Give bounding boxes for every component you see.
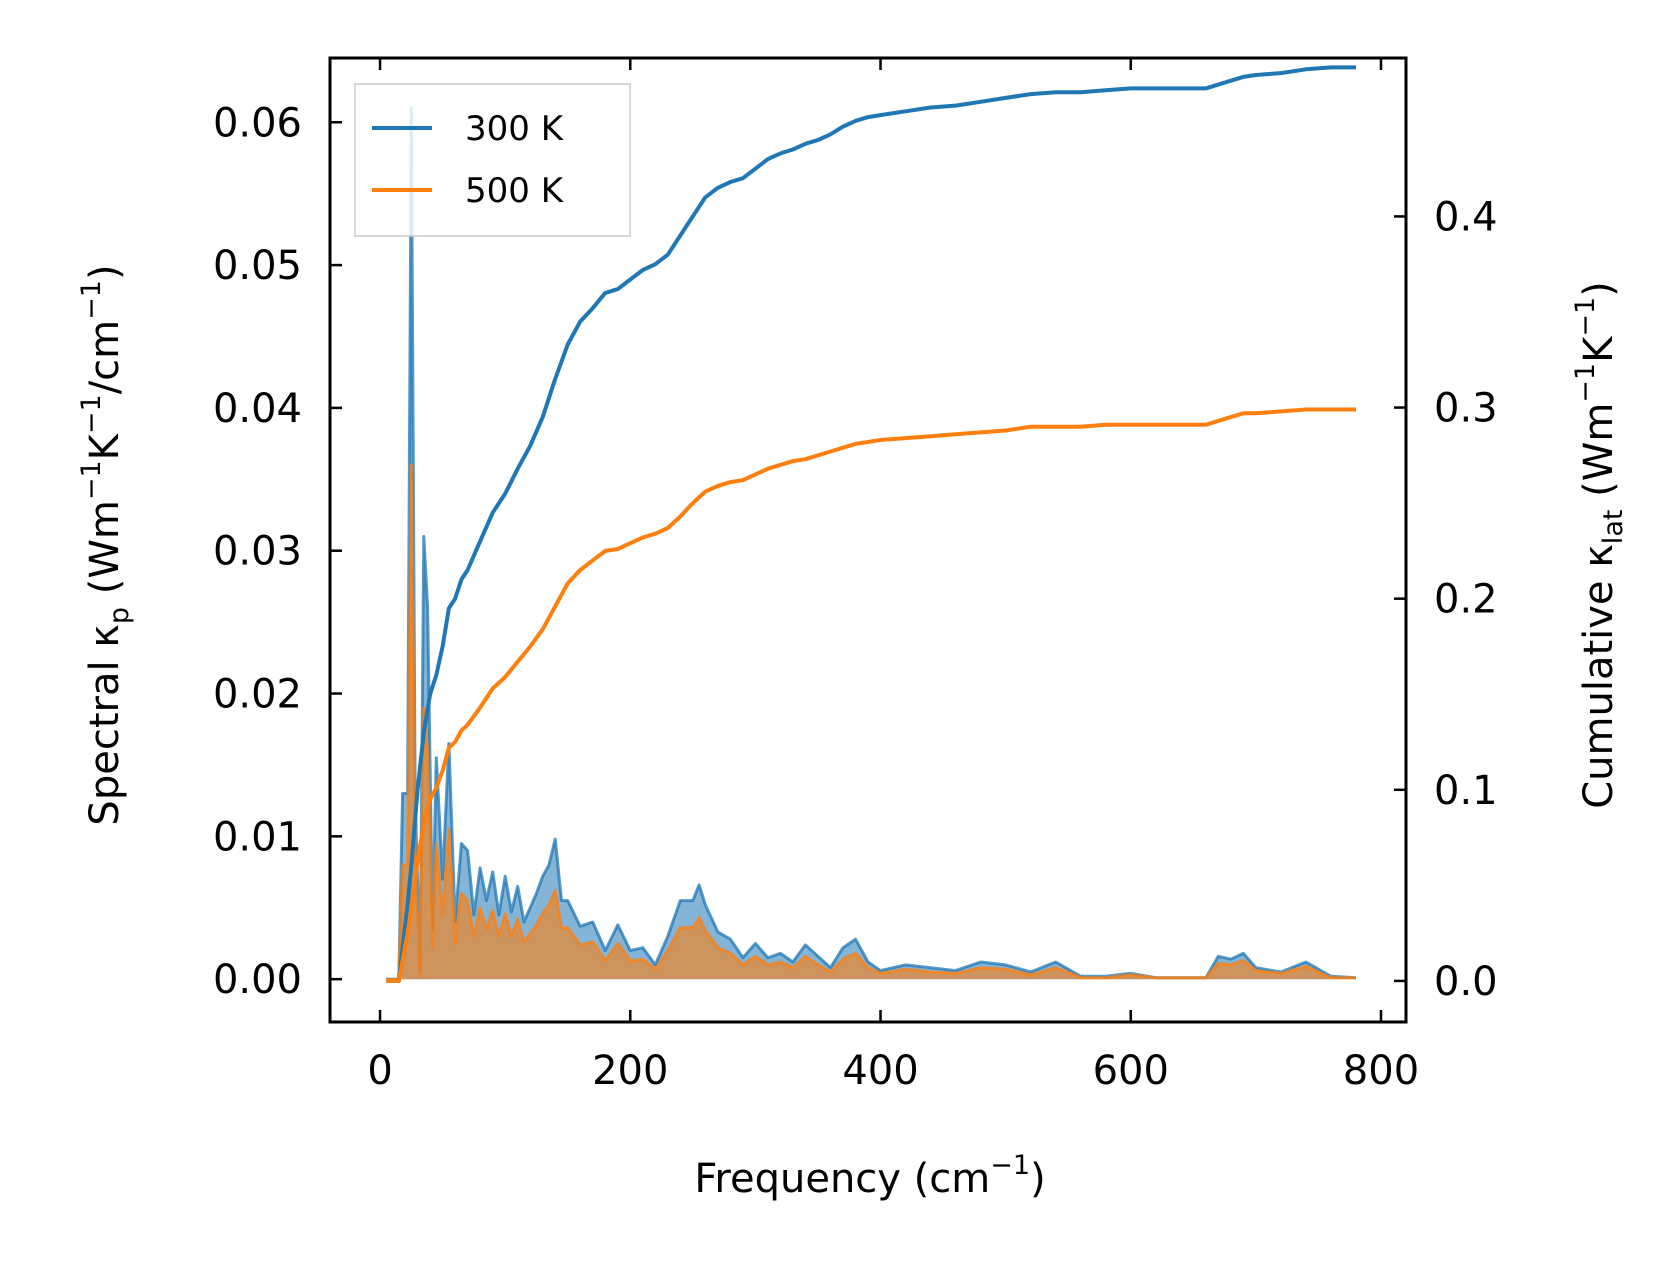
y-right-axis-title: Cumulative κlat (Wm−1K−1) bbox=[1570, 281, 1629, 809]
spectral-layer bbox=[386, 106, 1357, 981]
cumulative-layer bbox=[386, 65, 1356, 983]
300-k-spectral-line bbox=[386, 106, 1357, 981]
y-right-title-pre: Cumulative κ bbox=[1576, 544, 1622, 809]
y-right-title-mid2: K bbox=[1576, 335, 1622, 363]
plot-frame bbox=[328, 56, 1408, 1024]
y-left-title-mid2: K bbox=[82, 432, 128, 460]
y-right-tick-label: 0.0 bbox=[1434, 959, 1498, 1005]
y-right-title-sup2: −1 bbox=[1570, 297, 1601, 337]
y-right-tick-label: 0.4 bbox=[1434, 194, 1498, 240]
x-axis-title-main: Frequency (cm bbox=[694, 1156, 990, 1202]
x-tick-label: 800 bbox=[1343, 1048, 1419, 1094]
legend-box bbox=[354, 83, 631, 237]
y-left-tick-label: 0.01 bbox=[213, 814, 302, 860]
y-left-tick-label: 0.03 bbox=[213, 529, 302, 575]
y-right-title-close: ) bbox=[1576, 281, 1622, 297]
y-left-title-sub: p bbox=[104, 607, 135, 624]
y-right-tick-label: 0.1 bbox=[1434, 768, 1498, 814]
y-right-title-sub: lat bbox=[1598, 510, 1629, 545]
ticks-layer: 0 200 400 600 800 0.00 0.01 0.02 0.03 0.04 0.05 0.0… bbox=[213, 58, 1498, 1094]
y-left-title-mid1: (Wm bbox=[82, 500, 128, 607]
x-axis-title-sup: −1 bbox=[990, 1150, 1030, 1181]
500-k-spectral-line bbox=[386, 463, 1356, 981]
y-right-tick-label: 0.3 bbox=[1434, 386, 1498, 432]
500-k-spectral-area bbox=[386, 465, 1356, 980]
legend: 300 K 500 K bbox=[354, 83, 631, 237]
y-right-title-mid1: (Wm bbox=[1576, 403, 1622, 510]
y-left-tick-label: 0.06 bbox=[213, 100, 302, 146]
x-tick-label: 200 bbox=[592, 1048, 668, 1094]
y-left-title-sup3: −1 bbox=[76, 280, 107, 320]
x-axis-title: Frequency (cm−1) bbox=[694, 1150, 1045, 1202]
y-left-tick-label: 0.02 bbox=[213, 672, 302, 718]
legend-label-300k: 300 K bbox=[465, 109, 565, 149]
y-left-tick-label: 0.00 bbox=[213, 957, 302, 1003]
x-tick-label: 0 bbox=[367, 1048, 392, 1094]
y-left-title-sup1: −1 bbox=[76, 460, 107, 500]
y-left-tick-label: 0.04 bbox=[213, 386, 302, 432]
y-right-title-sup1: −1 bbox=[1570, 363, 1601, 403]
y-left-title-mid3: /cm bbox=[82, 320, 128, 394]
y-left-title-pre: Spectral κ bbox=[82, 624, 128, 825]
cumulative-line-300-k bbox=[386, 65, 1356, 983]
y-left-tick-label: 0.05 bbox=[213, 243, 302, 289]
y-left-axis-title: Spectral κp (Wm−1K−1/cm−1) bbox=[76, 264, 135, 825]
y-left-title-close: ) bbox=[82, 264, 128, 280]
y-left-title-sup2: −1 bbox=[76, 394, 107, 434]
x-axis-title-close: ) bbox=[1030, 1156, 1046, 1202]
x-tick-label: 600 bbox=[1093, 1048, 1169, 1094]
y-right-tick-label: 0.2 bbox=[1434, 577, 1498, 623]
x-tick-label: 400 bbox=[842, 1048, 918, 1094]
legend-label-500k: 500 K bbox=[465, 171, 565, 211]
cumulative-line-500-k bbox=[386, 407, 1356, 983]
